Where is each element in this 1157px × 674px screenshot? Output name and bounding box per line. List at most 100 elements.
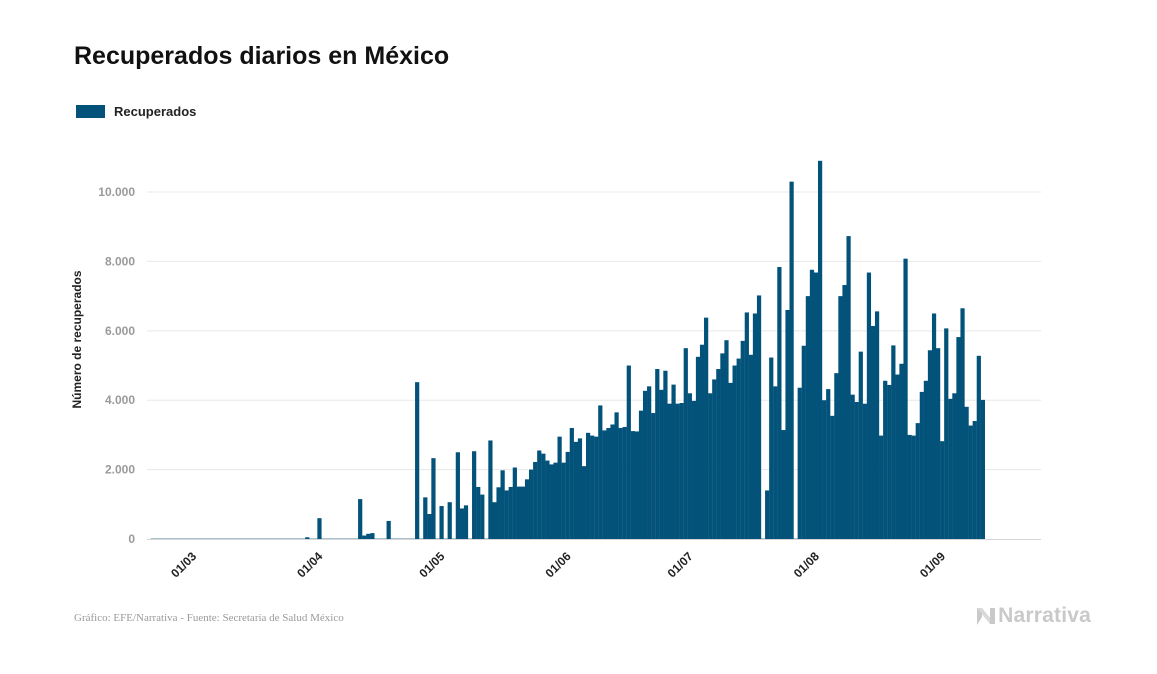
bar	[716, 368, 721, 539]
bar	[598, 405, 603, 539]
source-footer: Gráfico: EFE/Narrativa - Fuente: Secreta…	[74, 612, 344, 624]
bar	[610, 424, 615, 539]
bar	[455, 452, 460, 539]
bar	[443, 538, 448, 539]
bar	[406, 538, 411, 539]
bar	[817, 160, 823, 540]
bar	[325, 538, 330, 539]
bar	[354, 538, 359, 539]
bar	[170, 538, 175, 539]
x-tick-label: 01/05	[416, 549, 447, 580]
bar	[850, 394, 855, 539]
legend-label: Recuperados	[114, 104, 197, 119]
bar	[227, 538, 232, 539]
bar	[740, 340, 745, 539]
bar	[292, 538, 298, 539]
bar	[866, 272, 872, 539]
bar	[976, 355, 981, 539]
bar	[879, 435, 884, 539]
bar	[781, 430, 786, 539]
bar	[927, 350, 933, 539]
bar	[642, 390, 648, 539]
bar	[789, 181, 794, 540]
bar	[341, 538, 346, 539]
bar	[301, 538, 306, 539]
bar	[919, 391, 924, 539]
bar	[895, 374, 900, 539]
x-tick-label: 01/08	[791, 549, 822, 580]
bar	[748, 354, 754, 539]
bar	[830, 415, 835, 539]
bar	[512, 467, 517, 539]
bar	[183, 538, 188, 539]
y-tick-label: 0	[128, 532, 135, 546]
brand-name: Narrativa	[998, 604, 1091, 627]
bar	[728, 382, 733, 539]
bar	[752, 313, 758, 539]
bar	[284, 538, 289, 539]
y-tick-label: 10.000	[98, 185, 135, 199]
bar	[903, 258, 908, 539]
bar	[813, 272, 819, 539]
bar	[972, 421, 977, 539]
bar	[378, 538, 383, 539]
bar	[398, 538, 403, 539]
bar	[553, 462, 558, 539]
bar	[370, 533, 375, 539]
bar	[940, 441, 945, 539]
bar	[252, 538, 257, 539]
bar	[386, 520, 391, 539]
bar	[704, 317, 709, 539]
narrativa-icon	[977, 608, 996, 625]
bar	[317, 518, 322, 539]
bar	[366, 533, 371, 539]
bar	[374, 538, 379, 539]
bar	[561, 462, 566, 539]
bar	[923, 380, 929, 539]
bar	[321, 538, 326, 539]
bar	[529, 469, 534, 539]
bar	[907, 434, 912, 539]
bar	[427, 514, 432, 539]
bar	[195, 538, 200, 539]
bar	[463, 505, 469, 539]
bar	[260, 538, 265, 539]
bar	[883, 380, 888, 539]
bar	[687, 393, 692, 539]
x-tick-label: 01/09	[917, 549, 948, 580]
bar	[968, 425, 973, 539]
legend-swatch	[76, 105, 105, 118]
bar	[724, 340, 729, 539]
bar	[272, 538, 277, 539]
bar	[484, 538, 489, 539]
bar	[948, 398, 953, 539]
bar	[870, 325, 876, 539]
bar	[744, 312, 749, 539]
bar	[480, 494, 485, 539]
bar	[451, 538, 456, 539]
bar	[618, 427, 623, 539]
bar	[834, 373, 839, 539]
bar	[679, 402, 684, 539]
bar	[602, 430, 607, 539]
bar	[280, 538, 285, 539]
bar	[801, 345, 806, 539]
bar	[887, 384, 892, 539]
bar	[577, 438, 583, 539]
bar	[549, 464, 554, 539]
bar	[492, 502, 497, 539]
bar	[638, 410, 644, 539]
bar	[431, 458, 436, 539]
bar	[235, 538, 241, 539]
bar	[581, 466, 587, 539]
bar	[842, 285, 847, 539]
bar	[333, 538, 338, 539]
bar	[826, 389, 831, 539]
bar	[594, 436, 599, 539]
bar	[191, 538, 196, 539]
bar	[699, 344, 705, 539]
x-tick-label: 01/07	[665, 549, 696, 580]
bar	[504, 490, 509, 539]
bar	[240, 538, 245, 539]
